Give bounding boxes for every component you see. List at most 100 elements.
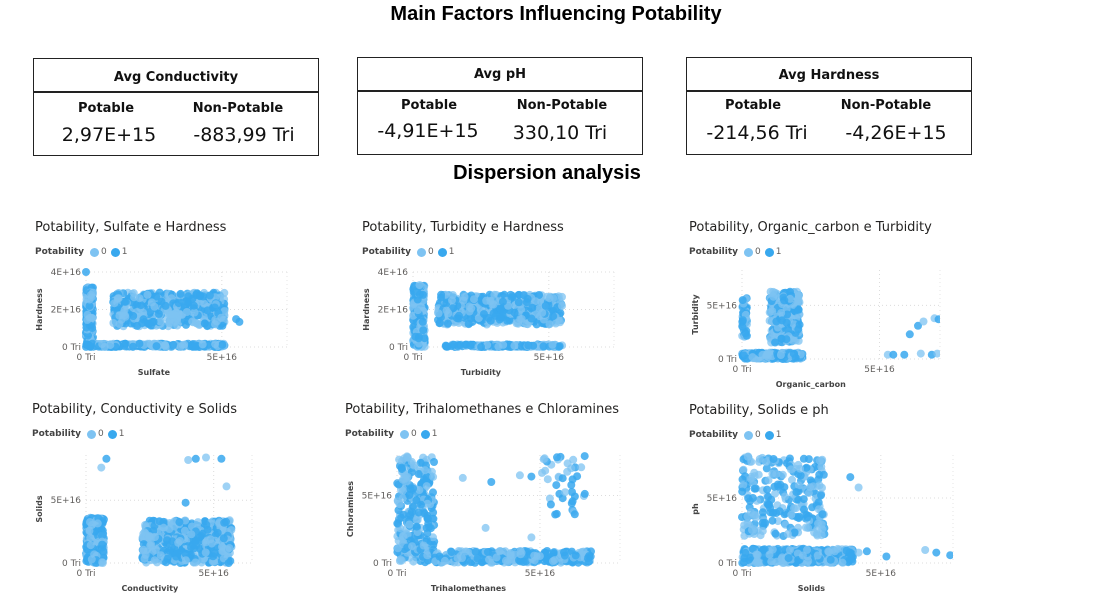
scatter-point-class-0 (198, 340, 207, 349)
scatter-point-class-0 (787, 465, 795, 474)
scatter-point-class-0 (403, 452, 411, 461)
chart-legend[interactable]: Potability 0 1 (32, 429, 129, 439)
scatter-point-class-1 (495, 315, 504, 324)
x-tick-label: 0 Tri (404, 353, 423, 363)
scatter-point-class-1 (412, 287, 421, 296)
scatter-point-class-1 (549, 548, 558, 557)
scatter-point-class-1 (412, 496, 421, 505)
y-tick-label: 0 Tri (62, 559, 81, 569)
x-axis-title: Conductivity (121, 584, 179, 593)
scatter-point-class-1 (503, 316, 512, 325)
scatter-point-class-1 (157, 297, 166, 306)
scatter-point-class-1 (414, 508, 423, 517)
nonpotable-label: Non-Potable (516, 98, 608, 113)
scatter-point-class-0 (429, 533, 437, 542)
scatter-point-class-1 (423, 529, 432, 538)
scatter-point-class-1 (182, 297, 191, 306)
x-tick-label: 0 Tri (77, 569, 96, 579)
scatter-point-class-0 (762, 458, 770, 466)
scatter-point-class-1 (203, 321, 212, 330)
scatter-point-class-1 (155, 517, 164, 526)
scatter-point-class-0 (740, 521, 749, 530)
scatter-point-class-0 (776, 351, 785, 359)
kpi-card-ph[interactable]: Avg pH Potable Non-Potable -4,91E+15 330… (357, 57, 643, 155)
scatter-point-class-1 (430, 458, 438, 466)
scatter-point-class-1 (527, 472, 536, 481)
scatter-point-class-0 (751, 511, 760, 520)
scatter-point-class-1 (477, 343, 486, 351)
x-tick-label: 5E+16 (534, 353, 565, 363)
nonpotable-value: -883,99 Tri (193, 124, 295, 146)
chart-title: Potability, Conductivity e Solids (32, 402, 237, 417)
kpi-card-hardness[interactable]: Avg Hardness Potable Non-Potable -214,56… (686, 57, 972, 155)
scatter-point-class-0 (739, 481, 748, 490)
scatter-point-class-0 (412, 516, 421, 524)
legend-dot-0 (90, 247, 100, 257)
scatter-point-class-0 (83, 310, 92, 319)
scatter-point-class-1 (393, 519, 402, 528)
chart-title: Potability, Trihalomethanes e Chloramine… (345, 402, 620, 417)
scatter-point-class-1 (129, 342, 137, 351)
scatter-point-class-1 (560, 548, 568, 557)
scatter-point-class-1 (817, 491, 825, 500)
scatter-point-class-1 (498, 297, 507, 306)
scatter-point-class-0 (499, 340, 508, 349)
scatter-point-class-1 (573, 472, 582, 481)
potable-label: Potable (400, 98, 458, 113)
scatter-point-class-1 (748, 494, 757, 502)
chart-legend[interactable]: Potability 0 1 (362, 247, 459, 257)
scatter-point-class-0 (217, 313, 226, 322)
scatter-point-class-1 (768, 516, 777, 525)
scatter-point-class-1 (454, 311, 463, 320)
scatter-point-class-0 (423, 499, 432, 508)
scatter-point-class-0 (919, 317, 928, 326)
y-tick-label: 0 Tri (373, 559, 392, 569)
data-points (409, 281, 567, 351)
scatter-point-class-0 (743, 452, 752, 461)
scatter-point-class-0 (188, 317, 197, 326)
scatter-point-class-1 (551, 510, 560, 519)
legend-dot-0 (400, 429, 410, 439)
chart-legend[interactable]: Potability 0 1 (689, 430, 786, 440)
scatter-point-class-1 (120, 341, 129, 350)
scatter-point-class-1 (750, 484, 759, 493)
scatter-point-class-1 (220, 518, 229, 527)
scatter-point-class-0 (448, 296, 456, 305)
chart-legend[interactable]: Potability 0 1 (689, 247, 786, 257)
legend-dot-0 (417, 247, 427, 257)
scatter-point-class-0 (410, 461, 418, 470)
kpi-card-conductivity[interactable]: Avg Conductivity Potable Non-Potable 2,9… (33, 58, 319, 156)
scatter-point-class-0 (543, 475, 552, 484)
scatter-point-class-1 (437, 290, 446, 299)
scatter-point-class-1 (814, 498, 823, 507)
scatter-point-class-1 (405, 491, 414, 499)
scatter-point-class-1 (795, 512, 804, 521)
scatter-point-class-0 (485, 555, 493, 564)
chart-title: Potability, Sulfate e Hardness (35, 220, 227, 235)
scatter-point-class-0 (538, 308, 547, 317)
scatter-point-class-0 (419, 541, 428, 550)
chart-legend[interactable]: Potability 0 1 (35, 247, 132, 257)
y-tick-label: 4E+16 (51, 268, 82, 278)
page-title: Main Factors Influencing Potability (390, 3, 722, 25)
legend-dot-1 (420, 429, 430, 439)
scatter-point-class-1 (205, 291, 214, 300)
chart-legend[interactable]: Potability 0 1 (345, 429, 442, 439)
scatter-point-class-0 (794, 481, 803, 490)
scatter-point-class-0 (190, 308, 199, 317)
scatter-point-class-0 (405, 520, 414, 529)
scatter-point-class-1 (139, 540, 148, 549)
scatter-point-class-0 (794, 292, 803, 300)
x-tick-label: 5E+16 (866, 569, 897, 579)
scatter-point-class-0 (98, 558, 107, 567)
scatter-point-class-1 (420, 509, 429, 518)
legend-dot-1 (107, 429, 117, 439)
scatter-point-class-0 (181, 556, 190, 565)
card-title: Avg Hardness (687, 58, 971, 92)
